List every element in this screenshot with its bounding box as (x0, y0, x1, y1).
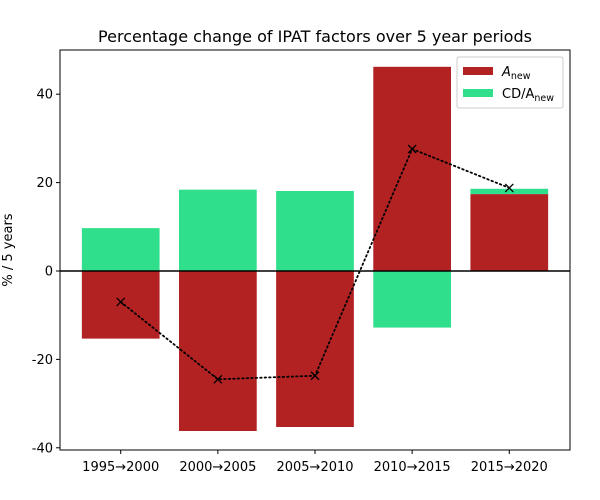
y-axis-label: % / 5 years (1, 213, 16, 286)
legend-swatch-0 (463, 67, 493, 75)
bar-a-new-4 (470, 194, 549, 271)
line-layer (116, 144, 514, 384)
x-tick-label: 2010→2015 (374, 460, 451, 475)
y-tick-label: -20 (32, 353, 53, 368)
legend-label-0: Anew (501, 65, 531, 82)
bars-layer (81, 66, 549, 431)
bar-cd-a-new-3 (373, 270, 451, 328)
line-marker-1 (213, 374, 223, 384)
legend-swatch-1 (463, 89, 493, 97)
y-axis-ticks: -40 -20 0 20 40 (32, 88, 60, 456)
y-tick-label: 40 (36, 88, 53, 103)
legend-label-1: CD/Anew (502, 87, 554, 104)
bar-a-new-0 (81, 270, 160, 339)
x-axis-ticks: 1995→2000 2000→2005 2005→2010 2010→2015 2015… (82, 450, 548, 475)
bar-cd-a-new-0 (81, 228, 160, 271)
bar-cd-a-new-4 (470, 188, 549, 195)
x-tick-label: 2000→2005 (179, 460, 256, 475)
bar-cd-a-new-1 (179, 189, 257, 271)
bar-cd-a-new-2 (276, 190, 354, 271)
x-tick-label: 1995→2000 (82, 460, 159, 475)
line-marker-3 (407, 144, 417, 154)
y-tick-label: 0 (45, 264, 53, 279)
x-tick-label: 2005→2010 (276, 460, 353, 475)
line-marker-2 (310, 371, 320, 381)
y-tick-label: -40 (32, 441, 53, 456)
chart-title: Percentage change of IPAT factors over 5… (98, 27, 532, 46)
x-tick-label: 2015→2020 (471, 460, 548, 475)
line-marker-4 (504, 183, 514, 193)
line-marker-0 (116, 297, 126, 307)
bar-a-new-3 (373, 66, 451, 271)
bar-a-new-1 (179, 270, 257, 431)
bar-a-new-2 (276, 270, 354, 428)
y-tick-label: 20 (36, 176, 53, 191)
legend: Anew CD/Anew (456, 56, 564, 109)
